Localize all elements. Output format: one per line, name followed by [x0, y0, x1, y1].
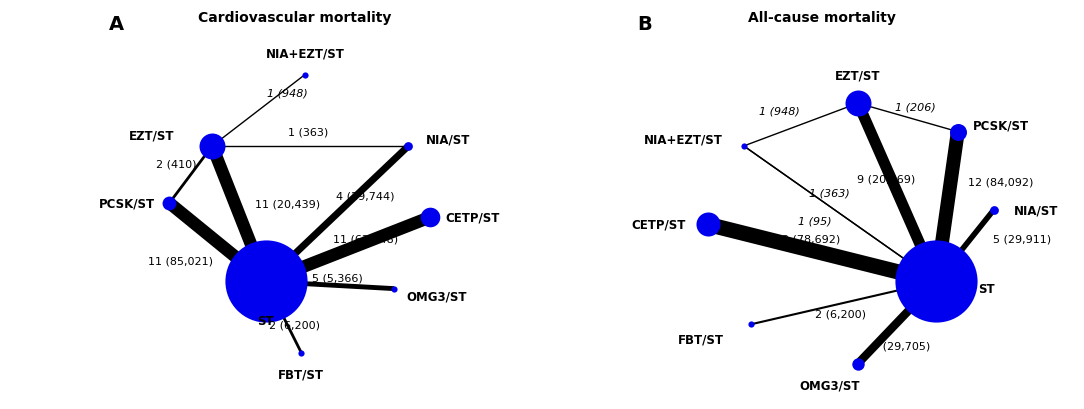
Text: PCSK/ST: PCSK/ST	[99, 197, 155, 210]
Text: 7 (29,705): 7 (29,705)	[872, 341, 930, 351]
Text: B: B	[636, 15, 651, 34]
Text: 2 (410): 2 (410)	[156, 160, 197, 169]
Text: 11 (20,439): 11 (20,439)	[255, 198, 320, 209]
Text: 11 (62,348): 11 (62,348)	[333, 234, 398, 244]
Text: 1 (363): 1 (363)	[288, 127, 328, 137]
Point	[386, 285, 403, 292]
Title: All-cause mortality: All-cause mortality	[748, 11, 896, 25]
Text: NIA+EZT/ST: NIA+EZT/ST	[266, 47, 345, 61]
Text: ST: ST	[978, 283, 995, 295]
Text: NIA/ST: NIA/ST	[425, 133, 469, 146]
Point	[950, 129, 967, 136]
Text: FBT/ST: FBT/ST	[678, 332, 724, 345]
Text: 1 (948): 1 (948)	[759, 106, 800, 116]
Point	[699, 222, 717, 228]
Point	[293, 350, 310, 356]
Title: Cardiovascular mortality: Cardiovascular mortality	[197, 11, 391, 25]
Text: 5 (5,366): 5 (5,366)	[312, 273, 362, 283]
Point	[204, 143, 221, 150]
Text: NIA/ST: NIA/ST	[1015, 204, 1058, 217]
Point	[743, 321, 760, 328]
Point	[985, 207, 1003, 214]
Text: PCSK/ST: PCSK/ST	[972, 119, 1029, 132]
Text: 11 (85,021): 11 (85,021)	[147, 256, 212, 265]
Text: 1 (206): 1 (206)	[894, 103, 935, 112]
Text: OMG3/ST: OMG3/ST	[799, 378, 860, 391]
Text: CETP/ST: CETP/ST	[631, 218, 685, 231]
Text: 9 (20,869): 9 (20,869)	[857, 174, 916, 184]
Point	[257, 279, 274, 285]
Point	[400, 143, 417, 150]
Text: OMG3/ST: OMG3/ST	[406, 290, 467, 303]
Text: EZT/ST: EZT/ST	[129, 129, 175, 142]
Point	[421, 214, 438, 221]
Text: A: A	[108, 15, 124, 34]
Text: 1 (363): 1 (363)	[809, 188, 850, 198]
Text: 4 (29,744): 4 (29,744)	[336, 191, 395, 201]
Text: CETP/ST: CETP/ST	[446, 211, 500, 224]
Text: FBT/ST: FBT/ST	[279, 368, 324, 381]
Text: 1 (948): 1 (948)	[267, 88, 308, 98]
Text: 5 (29,911): 5 (29,911)	[993, 234, 1051, 244]
Point	[160, 200, 178, 207]
Text: 2 (6,200): 2 (6,200)	[269, 319, 320, 330]
Point	[735, 143, 752, 150]
Text: 1 (95): 1 (95)	[798, 216, 831, 226]
Text: 12 (84,092): 12 (84,092)	[968, 177, 1033, 187]
Text: ST: ST	[257, 315, 274, 328]
Point	[849, 101, 866, 107]
Point	[296, 72, 313, 79]
Point	[849, 360, 866, 367]
Text: 13 (78,692): 13 (78,692)	[775, 234, 841, 244]
Text: EZT/ST: EZT/ST	[835, 69, 880, 82]
Text: NIA+EZT/ST: NIA+EZT/ST	[644, 133, 723, 146]
Point	[928, 279, 945, 285]
Text: 2 (6,200): 2 (6,200)	[815, 309, 866, 319]
